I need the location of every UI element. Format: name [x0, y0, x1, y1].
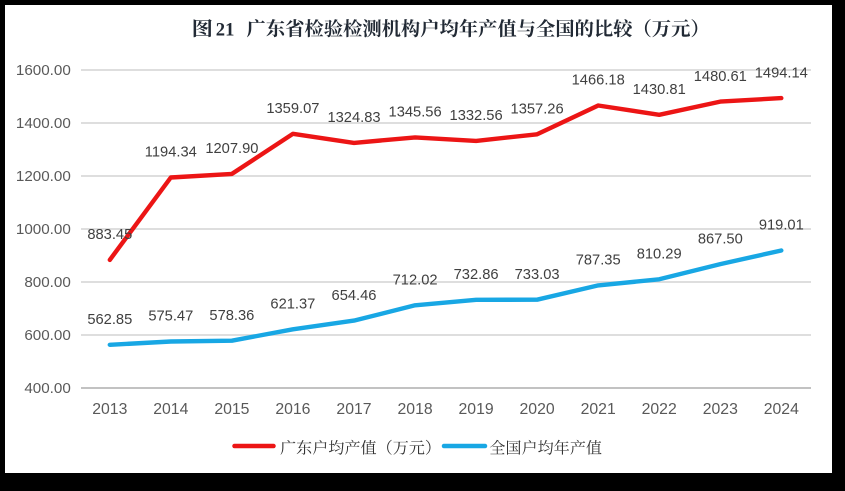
svg-text:2018: 2018: [398, 401, 433, 418]
svg-text:578.36: 578.36: [209, 308, 254, 324]
svg-text:21: 21: [216, 19, 235, 40]
svg-text:2013: 2013: [92, 401, 127, 418]
svg-text:1194.34: 1194.34: [145, 145, 197, 161]
svg-text:2014: 2014: [153, 401, 188, 418]
svg-text:787.35: 787.35: [576, 253, 621, 269]
svg-text:1430.81: 1430.81: [633, 82, 686, 98]
svg-text:400.00: 400.00: [24, 380, 70, 397]
svg-text:712.02: 712.02: [393, 273, 438, 289]
svg-text:2016: 2016: [275, 401, 310, 418]
svg-text:919.01: 919.01: [759, 218, 804, 234]
svg-text:1200.00: 1200.00: [16, 168, 71, 185]
svg-text:2019: 2019: [459, 401, 494, 418]
svg-text:1000.00: 1000.00: [16, 221, 71, 238]
svg-text:732.86: 732.86: [454, 267, 499, 283]
svg-text:1357.26: 1357.26: [511, 102, 564, 118]
svg-text:1332.56: 1332.56: [450, 108, 503, 124]
svg-text:800.00: 800.00: [24, 274, 70, 291]
svg-text:1345.56: 1345.56: [389, 105, 442, 121]
svg-text:2021: 2021: [581, 401, 616, 418]
svg-text:600.00: 600.00: [24, 327, 70, 344]
svg-text:2015: 2015: [214, 401, 249, 418]
svg-text:1480.61: 1480.61: [694, 69, 747, 85]
svg-text:2017: 2017: [336, 401, 371, 418]
svg-text:562.85: 562.85: [87, 312, 132, 328]
svg-text:2020: 2020: [520, 401, 555, 418]
svg-text:1359.07: 1359.07: [266, 101, 319, 117]
svg-text:1400.00: 1400.00: [16, 115, 71, 132]
svg-text:2024: 2024: [764, 401, 799, 418]
svg-text:2023: 2023: [703, 401, 738, 418]
svg-text:1324.83: 1324.83: [327, 110, 380, 126]
svg-text:1600.00: 1600.00: [16, 62, 71, 79]
svg-text:1494.14: 1494.14: [755, 65, 808, 81]
svg-text:1466.18: 1466.18: [572, 73, 625, 89]
svg-text:883.45: 883.45: [87, 227, 132, 243]
svg-text:575.47: 575.47: [148, 309, 193, 325]
svg-text:621.37: 621.37: [270, 297, 315, 313]
svg-text:2022: 2022: [642, 401, 677, 418]
svg-text:867.50: 867.50: [698, 231, 743, 247]
svg-text:1207.90: 1207.90: [205, 141, 258, 157]
svg-text:810.29: 810.29: [637, 247, 682, 263]
svg-text:733.03: 733.03: [515, 267, 560, 283]
svg-text:654.46: 654.46: [332, 288, 377, 304]
